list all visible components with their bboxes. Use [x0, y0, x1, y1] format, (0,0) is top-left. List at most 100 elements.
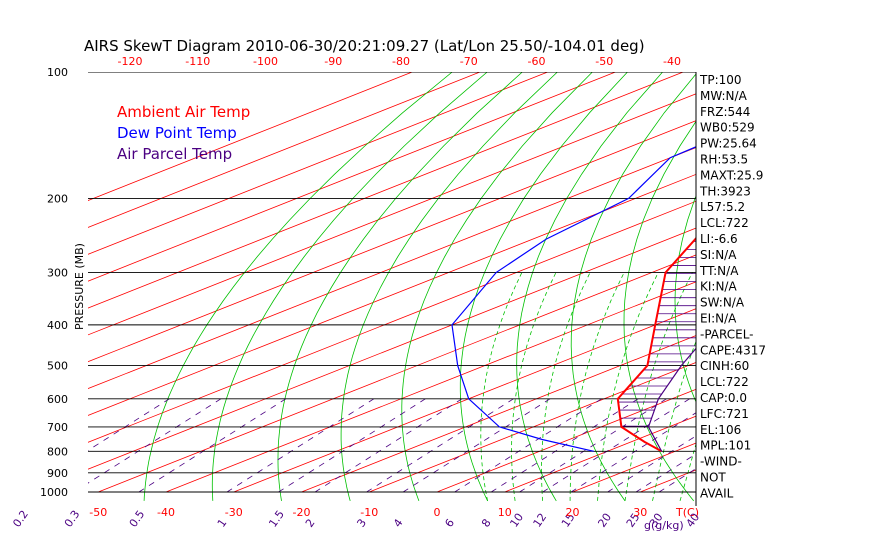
mixing-ratio-line — [607, 435, 696, 493]
pressure-tick-label: 900 — [47, 467, 68, 480]
stability-index-item: CAPE:4317 — [700, 343, 766, 357]
stability-index-item: RH:53.5 — [700, 153, 748, 167]
mixing-ratio-line — [138, 398, 287, 493]
mixing-ratio-line — [402, 398, 551, 493]
chart-title: AIRS SkewT Diagram 2010-06-30/20:21:09.2… — [84, 37, 645, 55]
dry-adiabat-line — [340, 72, 558, 502]
stability-index-item: LI:-6.6 — [700, 232, 738, 246]
moist-adiabat-line — [652, 340, 696, 501]
legend-dew-point-temp: Dew Point Temp — [117, 124, 237, 142]
stability-index-item: PW:25.64 — [700, 137, 757, 151]
stability-index-item: MPL:101 — [700, 439, 751, 453]
moist-adiabat-line — [762, 272, 863, 501]
top-temp-tick-label: -40 — [663, 55, 681, 68]
mixing-ratio-line — [519, 398, 667, 493]
dry-adiabat-line — [401, 72, 593, 502]
isotherm-line — [369, 362, 696, 493]
moist-adiabat-line — [569, 272, 625, 501]
stability-index-item: MW:N/A — [700, 89, 748, 103]
mixing-ratio-line — [314, 398, 463, 493]
isotherm-line — [88, 72, 481, 228]
isotherm-line — [88, 72, 548, 255]
pressure-tick-label: 400 — [47, 319, 68, 332]
isotherm-line — [88, 227, 696, 470]
isotherm-line — [436, 388, 696, 493]
pressure-tick-label: 100 — [47, 66, 68, 79]
stability-index-item: LFC:721 — [700, 407, 749, 421]
mixing-ratio-tick-label: 0.5 — [127, 508, 148, 530]
stability-index-item: EI:N/A — [700, 312, 737, 326]
legend-ambient-air-temp: Ambient Air Temp — [117, 103, 250, 121]
series-line-dew-point-temp — [451, 146, 696, 452]
dry-adiabat-line — [570, 73, 696, 502]
bottom-temp-tick-label: -20 — [293, 506, 311, 519]
top-temp-tick-label: -90 — [324, 55, 342, 68]
stability-index-item: L57:5.2 — [700, 200, 745, 214]
mixing-ratio-tick-label: 1.5 — [266, 508, 287, 530]
mixing-ratio-unit-label: g(g/kg) — [644, 519, 684, 532]
bottom-temp-tick-label: -40 — [157, 506, 175, 519]
mixing-ratio-line — [635, 453, 696, 493]
isotherm-line — [88, 200, 696, 443]
top-temp-tick-label: -50 — [595, 55, 613, 68]
axis-layer: 0.10.20.30.511.5234681012152025304010020… — [10, 55, 702, 530]
isotherm-line — [98, 254, 696, 493]
top-temp-tick-label: -110 — [185, 55, 210, 68]
stability-index-item: LCL:722 — [700, 375, 749, 389]
isotherm-line — [165, 281, 696, 493]
stability-index-item: WB0:529 — [700, 121, 755, 135]
bottom-temp-tick-label: 10 — [498, 506, 512, 519]
mixing-ratio-line — [570, 412, 696, 493]
dry-adiabat-line — [211, 72, 488, 501]
pressure-tick-label: 200 — [47, 192, 68, 205]
mixing-ratio-tick-label: 20 — [595, 511, 614, 530]
mixing-ratio-tick-label: 0.2 — [10, 508, 31, 530]
x-axis-label: T(C) — [675, 506, 699, 519]
legend-air-parcel-temp: Air Parcel Temp — [117, 145, 232, 163]
dry-adiabat-line — [865, 72, 870, 501]
isotherm-line — [88, 93, 696, 336]
moist-adiabat-line — [511, 272, 557, 501]
isotherm-line — [88, 72, 684, 309]
mixing-ratio-tick-label: 12 — [531, 511, 550, 530]
bottom-temp-tick-label: -10 — [360, 506, 378, 519]
pressure-tick-label: 1000 — [40, 486, 68, 499]
pressure-tick-label: 300 — [47, 266, 68, 279]
stability-index-item: SI:N/A — [700, 248, 737, 262]
isotherm-line — [88, 72, 616, 282]
grid-layer — [88, 72, 870, 502]
mixing-ratio-tick-label: 6 — [442, 517, 457, 530]
dry-adiabat-line — [459, 72, 628, 502]
moist-adiabat-line — [679, 442, 696, 502]
top-temp-tick-label: -100 — [253, 55, 278, 68]
pressure-tick-label: 700 — [47, 421, 68, 434]
series-line-ambient-air-temp — [616, 236, 696, 453]
mixing-ratio-line — [454, 398, 602, 493]
bottom-temp-tick-label: -50 — [89, 506, 107, 519]
top-temp-tick-label: -120 — [118, 55, 143, 68]
stability-index-item: -WIND- — [700, 455, 742, 469]
mixing-ratio-line — [278, 398, 426, 493]
isotherm-line — [504, 415, 696, 493]
mixing-ratio-line — [88, 398, 170, 451]
isotherm-line — [776, 72, 870, 492]
stability-index-item: TT:N/A — [699, 264, 739, 278]
series-layer — [451, 146, 696, 453]
dry-adiabat-line — [819, 72, 870, 501]
moist-adiabat-line — [597, 272, 659, 501]
mixing-ratio-line — [658, 468, 696, 493]
stability-index-item: SW:N/A — [700, 296, 745, 310]
cape-hatch-layer — [618, 241, 696, 427]
moist-adiabat-line — [480, 272, 523, 501]
stability-index-item: FRZ:544 — [700, 105, 750, 119]
pressure-tick-label: 600 — [47, 393, 68, 406]
stability-indices: TP:100 MW:N/A FRZ:544 WB0:529 PW:25.64 RH:53.… — [699, 73, 766, 500]
mixing-ratio-line — [490, 398, 639, 493]
moist-adiabat-line — [624, 272, 693, 501]
top-temp-tick-label: -60 — [528, 55, 546, 68]
bottom-temp-tick-label: 30 — [633, 506, 647, 519]
isotherm-line — [88, 120, 696, 363]
mixing-ratio-line — [542, 398, 690, 493]
stability-index-item: MAXT:25.9 — [700, 168, 763, 182]
mixing-ratio-tick-label: 8 — [479, 517, 494, 530]
